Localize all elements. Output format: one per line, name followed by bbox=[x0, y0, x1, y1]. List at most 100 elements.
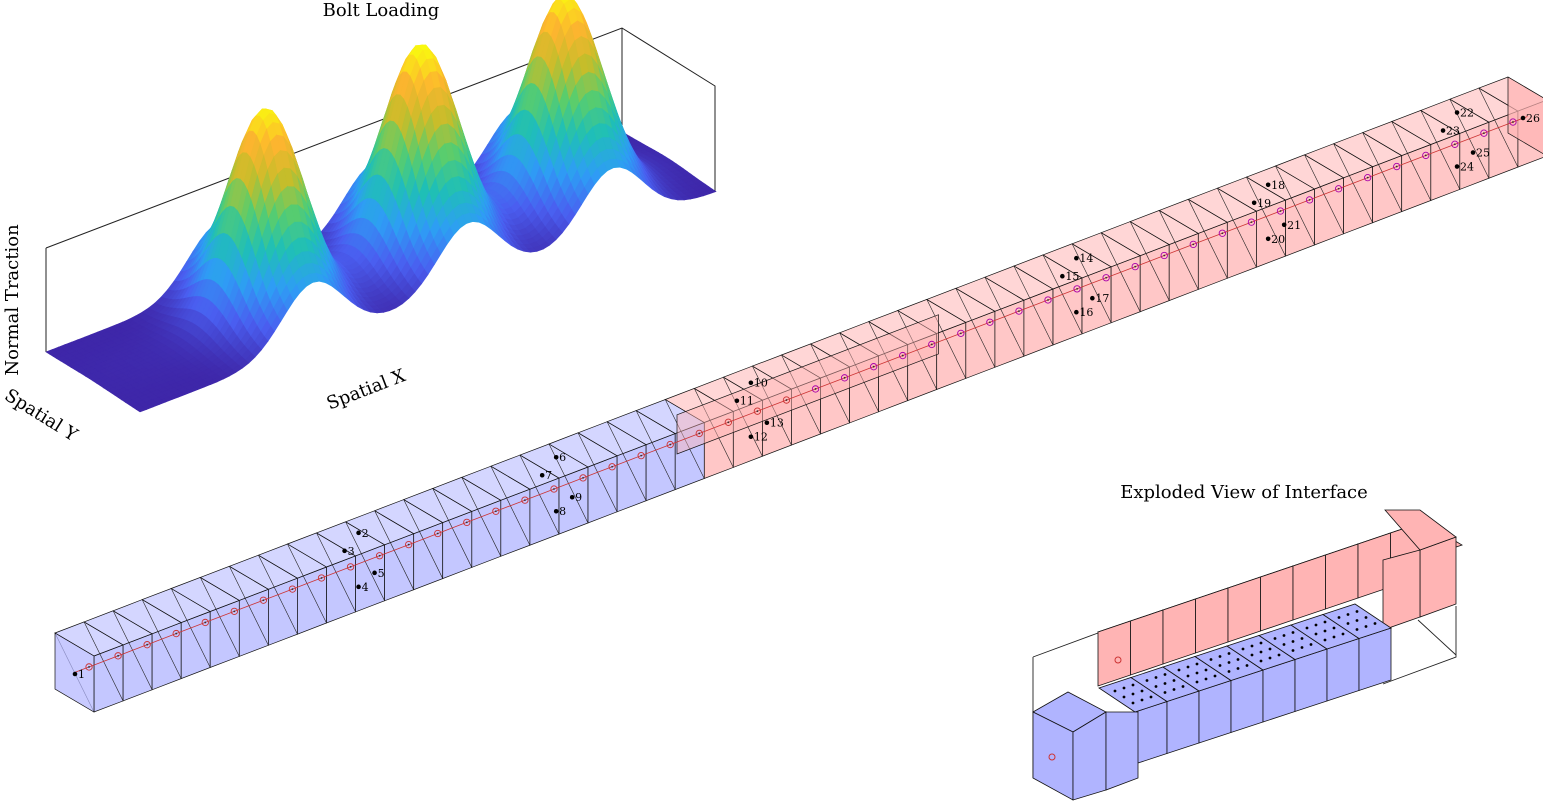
interface-quadrature-point bbox=[1282, 643, 1286, 646]
interface-quadrature-point bbox=[1209, 658, 1213, 661]
bolt-node-label: 12 bbox=[754, 431, 768, 444]
interface-quadrature-point bbox=[1236, 667, 1240, 670]
bolt-centerline-node bbox=[666, 440, 674, 449]
bolt-centerline-node bbox=[85, 663, 93, 671]
bolt-element-front bbox=[442, 510, 473, 580]
bolt-centerline-node bbox=[608, 463, 616, 471]
interface-quadrature-point bbox=[1355, 610, 1359, 613]
interface-quadrature-point bbox=[1177, 668, 1181, 672]
exploded-lower-front bbox=[1326, 637, 1360, 702]
bolt-node-label: 24 bbox=[1460, 161, 1474, 174]
interface-quadrature-point bbox=[1172, 688, 1176, 691]
interface-quadrature-point bbox=[1204, 668, 1208, 672]
bolt-centerline-node bbox=[957, 329, 965, 337]
bolt-centerline-node bbox=[899, 351, 907, 360]
exploded-upper-front bbox=[1162, 598, 1196, 665]
bolt-element-front bbox=[1139, 244, 1170, 313]
bolt-node-label: 19 bbox=[1257, 197, 1271, 210]
interface-quadrature-point bbox=[1259, 641, 1263, 645]
bolt-centerline-node bbox=[782, 396, 791, 404]
bolt-node-dot bbox=[748, 434, 754, 440]
bolt-centerline-node bbox=[1305, 196, 1314, 204]
bolt-node-dot bbox=[342, 548, 347, 554]
interface-quadrature-point bbox=[1273, 637, 1277, 640]
interface-quadrature-point bbox=[1323, 638, 1327, 642]
bolt-element-front bbox=[180, 610, 211, 680]
interface-quadrature-point bbox=[1227, 661, 1231, 664]
exploded-lower-front bbox=[1358, 627, 1392, 692]
bolt-centerline-node bbox=[492, 507, 500, 515]
bolt-node-dot bbox=[553, 454, 559, 460]
interface-quadrature-point bbox=[1163, 682, 1167, 685]
bolt-element-front bbox=[500, 488, 531, 557]
bolt-element-front bbox=[1023, 288, 1054, 357]
exploded-upper-front bbox=[1227, 576, 1261, 643]
bolt-node-dot bbox=[1074, 309, 1079, 315]
exploded-upper-front bbox=[1325, 543, 1359, 610]
interface-quadrature-point bbox=[1259, 650, 1263, 654]
traction-surface bbox=[45, 0, 717, 413]
interface-quadrature-point bbox=[1195, 671, 1199, 675]
bolt-mesh bbox=[54, 76, 1543, 713]
interface-quadrature-point bbox=[1236, 658, 1240, 661]
bolt-interface-overlap bbox=[676, 314, 939, 455]
bolt-node-label: 6 bbox=[559, 451, 566, 464]
interface-quadrature-point bbox=[1163, 673, 1167, 676]
bolt-centerline-node bbox=[259, 596, 268, 604]
bolt-centerline-node bbox=[579, 474, 587, 482]
bolt-centerline-node bbox=[753, 407, 762, 415]
interface-quadrature-point bbox=[1341, 632, 1345, 636]
interface-quadrature-point bbox=[1113, 689, 1117, 693]
bolt-centerline-node bbox=[1509, 118, 1517, 126]
bolt-element-front bbox=[1197, 221, 1228, 290]
exploded-upper-cap bbox=[1419, 536, 1457, 618]
interface-quadrature-point bbox=[1346, 613, 1350, 616]
bolt-node-label: 26 bbox=[1526, 112, 1540, 125]
bolt-node-dot bbox=[356, 530, 361, 536]
bolt-centerline-node bbox=[1131, 262, 1139, 271]
interface-quadrature-point bbox=[1181, 685, 1185, 688]
bolt-element-front bbox=[1343, 166, 1373, 235]
bolt-node-dot bbox=[1520, 115, 1526, 121]
interface-quadrature-point bbox=[1195, 680, 1199, 684]
bolt-element-front bbox=[413, 522, 444, 591]
interface-quadrature-point bbox=[1195, 662, 1199, 666]
bolt-centerline-node bbox=[230, 607, 238, 615]
interface-quadrature-point bbox=[1282, 634, 1286, 637]
bolt-node-dot bbox=[356, 584, 361, 590]
interface-quadrature-point bbox=[1140, 689, 1144, 693]
bolt-centerline-node bbox=[1451, 140, 1459, 148]
bolt-node-dot bbox=[1265, 182, 1271, 188]
bolt-centerline-node bbox=[521, 496, 529, 504]
bolt-element-front bbox=[1314, 177, 1344, 246]
bolt-node-dot bbox=[1090, 295, 1095, 301]
y-axis-label: Spatial Y bbox=[1, 385, 82, 447]
bolt-element-front bbox=[238, 588, 269, 657]
interface-quadrature-point bbox=[1323, 629, 1327, 633]
interface-quadrature-point bbox=[1186, 665, 1190, 669]
bolt-centerline-node bbox=[695, 429, 703, 438]
bolt-element-front bbox=[994, 299, 1025, 368]
bolt-centerline-node bbox=[1218, 229, 1227, 237]
bolt-node-label: 8 bbox=[559, 505, 566, 518]
bolt-node-label: 14 bbox=[1079, 252, 1093, 265]
bolt-element-front bbox=[93, 644, 124, 713]
bolt-centerline-node bbox=[463, 518, 471, 527]
bolt-node-label: 9 bbox=[575, 491, 582, 504]
bolt-node-label: 1 bbox=[78, 668, 85, 681]
bolt-node-dot bbox=[734, 398, 740, 404]
bolt-node-label: 16 bbox=[1079, 306, 1093, 319]
exploded-lower-front bbox=[1262, 658, 1296, 723]
exploded-view: Exploded View of Interface bbox=[1032, 482, 1463, 801]
bolt-node-label: 15 bbox=[1065, 270, 1079, 283]
interface-quadrature-point bbox=[1364, 625, 1368, 628]
bolt-element-front bbox=[209, 599, 240, 669]
exploded-upper-front bbox=[1097, 620, 1131, 687]
bolt-node-dot bbox=[72, 671, 78, 677]
exploded-lower-front bbox=[1230, 669, 1264, 734]
interface-quadrature-point bbox=[1355, 619, 1359, 622]
exploded-lower-front bbox=[1294, 648, 1328, 713]
exploded-upper-front bbox=[1292, 554, 1326, 621]
bolt-element-front bbox=[151, 622, 182, 691]
interface-quadrature-point bbox=[1300, 646, 1304, 649]
